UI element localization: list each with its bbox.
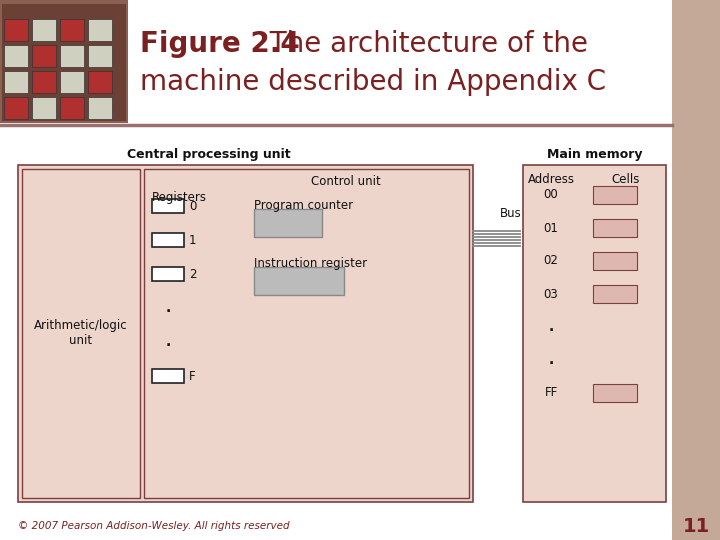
Bar: [152, 199, 184, 213]
Bar: [88, 71, 112, 93]
Bar: [88, 19, 112, 41]
Bar: [672, 0, 720, 540]
Text: Main memory: Main memory: [546, 148, 642, 161]
Bar: [60, 97, 84, 119]
Bar: [4, 19, 28, 41]
Text: Address: Address: [528, 173, 575, 186]
Text: © 2007 Pearson Addison-Wesley. All rights reserved: © 2007 Pearson Addison-Wesley. All right…: [18, 521, 289, 531]
Bar: [593, 285, 637, 303]
Text: .: .: [549, 353, 554, 367]
Bar: [0, 0, 128, 123]
Bar: [4, 45, 28, 67]
Bar: [32, 45, 56, 67]
Bar: [32, 97, 56, 119]
Bar: [593, 384, 637, 402]
Text: Control unit: Control unit: [310, 175, 380, 188]
Text: 03: 03: [544, 287, 559, 300]
Text: The architecture of the: The architecture of the: [252, 30, 588, 58]
Text: 11: 11: [683, 516, 710, 536]
Text: Instruction register: Instruction register: [254, 257, 367, 270]
Bar: [88, 97, 112, 119]
Text: Figure 2.4: Figure 2.4: [140, 30, 300, 58]
Bar: [152, 233, 184, 247]
Bar: [18, 165, 473, 502]
Text: Program counter: Program counter: [254, 199, 353, 212]
Bar: [22, 169, 140, 498]
Bar: [593, 252, 637, 270]
Text: F: F: [189, 369, 196, 382]
Text: .: .: [549, 320, 554, 334]
Text: 02: 02: [544, 254, 559, 267]
Bar: [254, 267, 344, 295]
Bar: [152, 267, 184, 281]
Text: Arithmetic/logic
unit: Arithmetic/logic unit: [34, 320, 128, 348]
Text: FF: FF: [544, 387, 557, 400]
Text: 1: 1: [189, 233, 197, 246]
Bar: [60, 19, 84, 41]
Text: .: .: [166, 335, 171, 349]
Bar: [60, 45, 84, 67]
Bar: [32, 71, 56, 93]
Text: 01: 01: [544, 221, 559, 234]
Bar: [32, 19, 56, 41]
Text: Registers: Registers: [152, 191, 207, 204]
Bar: [144, 169, 469, 498]
Text: 0: 0: [189, 199, 197, 213]
Text: machine described in Appendix C: machine described in Appendix C: [140, 68, 606, 96]
Bar: [523, 165, 666, 502]
Bar: [60, 71, 84, 93]
Text: Central processing unit: Central processing unit: [127, 148, 291, 161]
Bar: [4, 97, 28, 119]
Text: Bus: Bus: [500, 207, 522, 220]
Bar: [593, 186, 637, 204]
Bar: [4, 71, 28, 93]
Text: Cells: Cells: [612, 173, 640, 186]
Bar: [593, 219, 637, 237]
Text: 00: 00: [544, 188, 559, 201]
Bar: [254, 209, 322, 237]
Bar: [88, 45, 112, 67]
Text: .: .: [166, 301, 171, 315]
Bar: [152, 369, 184, 383]
Text: 2: 2: [189, 267, 197, 280]
Bar: [2, 4, 126, 121]
